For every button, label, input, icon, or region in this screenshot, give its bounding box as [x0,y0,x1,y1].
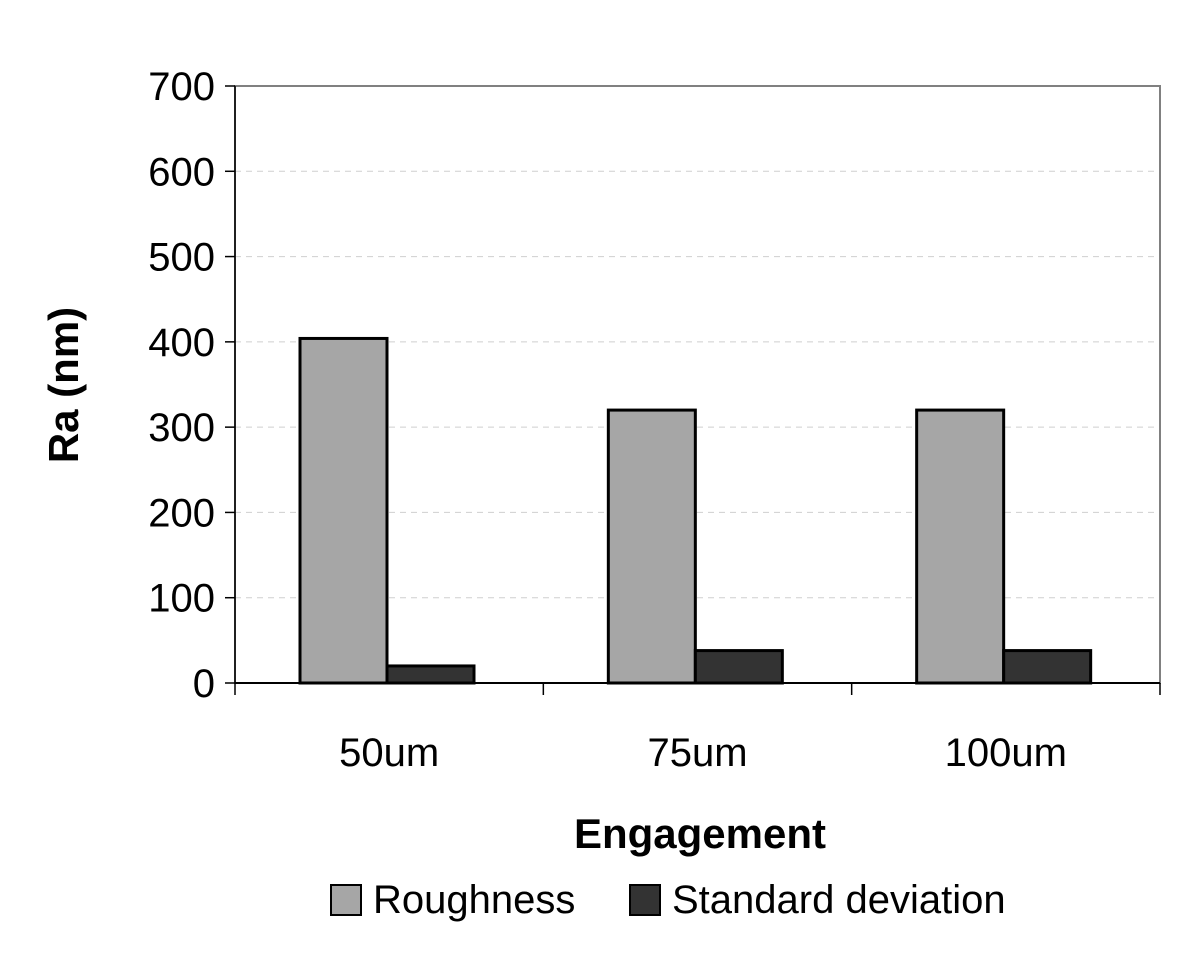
bar-roughness [606,408,697,685]
y-tick-label: 700 [148,65,215,109]
y-tick-label: 100 [148,577,215,621]
bar-standard-deviation [1002,649,1093,685]
y-tick-label: 200 [148,491,215,535]
bar-standard-deviation [385,664,476,685]
legend: Roughness Standard deviation [330,878,1006,922]
legend-label: Standard deviation [672,878,1006,922]
legend-swatch [330,884,362,916]
bars [298,336,1093,685]
y-tick-labels: 0 100 200 300 400 500 600 700 [148,65,215,706]
x-axis-title: Engagement [574,810,826,857]
legend-swatch [629,884,661,916]
legend-label: Roughness [373,878,575,922]
bar-roughness [298,336,389,685]
bar-roughness [915,408,1006,685]
axes [225,85,1161,695]
x-tick-label: 100um [945,731,1067,775]
x-tick-label: 50um [339,731,439,775]
y-tick-label: 0 [193,662,215,706]
bar-standard-deviation [693,649,784,685]
y-tick-label: 300 [148,406,215,450]
y-tick-label: 600 [148,150,215,194]
y-tick-label: 500 [148,236,215,280]
x-tick-label: 75um [647,731,747,775]
x-tick-labels: 50um 75um 100um [339,731,1067,775]
gridlines [235,170,1160,599]
y-tick-label: 400 [148,321,215,365]
y-axis-title: Ra (nm) [40,307,87,463]
